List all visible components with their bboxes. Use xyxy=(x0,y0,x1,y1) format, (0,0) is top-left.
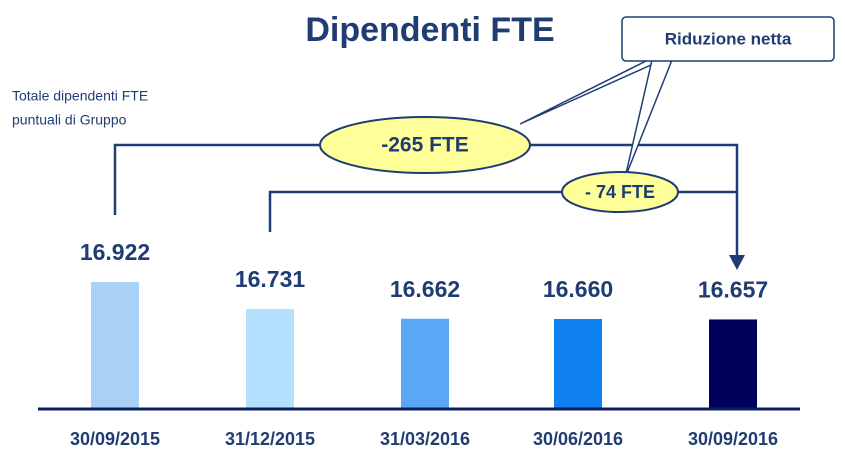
reduction-text: - 74 FTE xyxy=(585,182,655,202)
reduction-ellipse xyxy=(561,171,679,213)
subtitle-line: puntuali di Gruppo xyxy=(12,112,127,128)
value-label: 16.731 xyxy=(235,266,306,292)
chart-title: Dipendenti FTE xyxy=(305,11,554,49)
x-tick-label: 31/03/2016 xyxy=(380,429,470,449)
value-label: 16.657 xyxy=(698,277,768,303)
value-label: 16.922 xyxy=(80,239,150,265)
x-tick-label: 30/09/2015 xyxy=(70,429,160,449)
bars: 30/09/2015 16.922 31/12/2015 16.731 31/03/20… xyxy=(70,239,778,449)
x-tick-label: 30/06/2016 xyxy=(533,429,623,449)
callout-tail xyxy=(519,59,674,179)
bar xyxy=(246,308,294,408)
subtitle-line: Totale dipendenti FTE xyxy=(12,88,148,104)
arrow-head xyxy=(729,255,745,270)
bar xyxy=(709,319,757,408)
value-label: 16.660 xyxy=(543,276,613,302)
reduction-ellipse xyxy=(319,116,531,174)
callout-text: Riduzione netta xyxy=(665,29,792,48)
callout-box xyxy=(621,16,835,62)
x-tick-label: 30/09/2016 xyxy=(688,429,778,449)
bar xyxy=(91,282,139,408)
bar xyxy=(554,319,602,408)
reduction-text: -265 FTE xyxy=(381,134,469,157)
x-tick-label: 31/12/2015 xyxy=(225,429,315,449)
value-label: 16.662 xyxy=(390,276,460,302)
bar xyxy=(401,318,449,408)
